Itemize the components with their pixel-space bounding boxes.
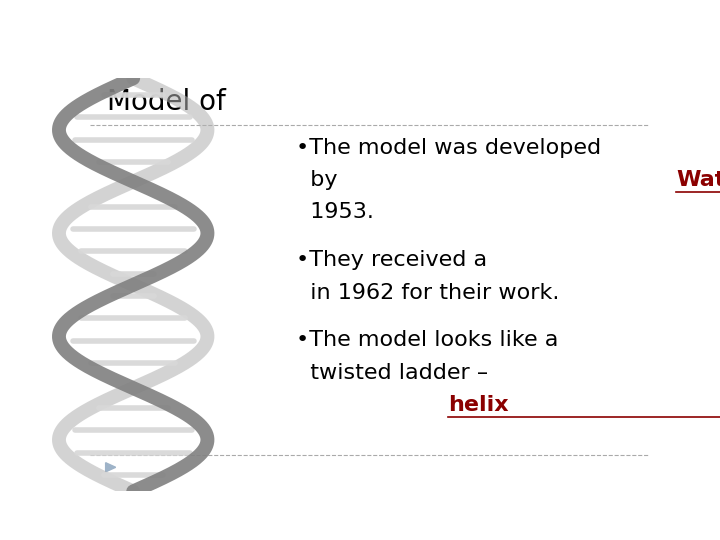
Text: twisted ladder –: twisted ladder – [297, 363, 495, 383]
Text: by: by [297, 170, 345, 190]
Text: in 1962 for their work.: in 1962 for their work. [297, 282, 560, 303]
Text: Model of: Model of [107, 87, 235, 116]
Text: Watson: Watson [676, 170, 720, 190]
Text: •They received a: •They received a [297, 250, 495, 270]
Text: •The model was developed: •The model was developed [297, 138, 602, 158]
FancyArrow shape [106, 463, 116, 472]
Text: helix: helix [449, 395, 509, 415]
Text: •The model looks like a: •The model looks like a [297, 330, 559, 350]
Text: 1953.: 1953. [297, 202, 374, 222]
